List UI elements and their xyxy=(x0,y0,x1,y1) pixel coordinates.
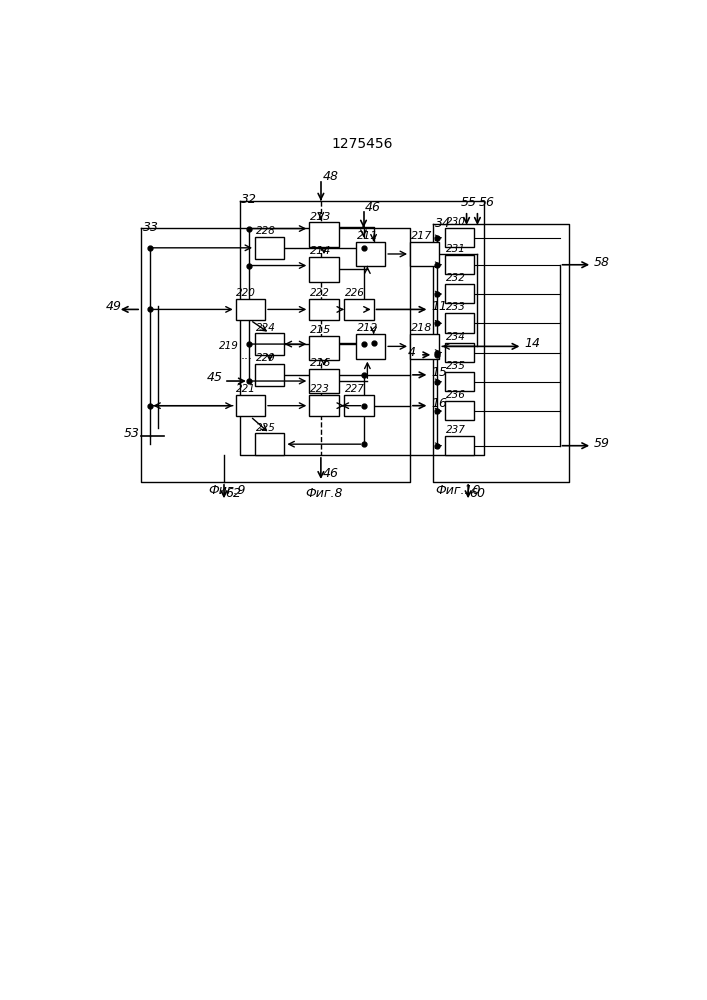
Bar xyxy=(255,333,284,355)
Text: 213: 213 xyxy=(310,212,332,222)
Bar xyxy=(445,436,474,455)
Text: 219: 219 xyxy=(218,341,238,351)
Bar xyxy=(309,395,339,416)
Bar xyxy=(309,369,339,393)
Bar xyxy=(344,395,373,416)
Bar xyxy=(344,299,373,320)
Text: 236: 236 xyxy=(446,390,467,400)
Text: ...: ... xyxy=(241,349,253,362)
Text: 59: 59 xyxy=(594,437,609,450)
Text: 231: 231 xyxy=(446,244,467,254)
Text: 32: 32 xyxy=(241,193,257,206)
Text: 232: 232 xyxy=(446,273,467,283)
Bar xyxy=(235,395,265,416)
Text: 235: 235 xyxy=(446,361,467,371)
Text: 221: 221 xyxy=(236,384,256,394)
Text: 49: 49 xyxy=(106,300,122,313)
Bar xyxy=(255,237,284,259)
Text: 4: 4 xyxy=(408,346,416,359)
Text: Фиг.9: Фиг.9 xyxy=(209,484,246,497)
Text: 216: 216 xyxy=(310,358,332,368)
Text: 233: 233 xyxy=(446,302,467,312)
Text: 46: 46 xyxy=(323,467,339,480)
Text: 227: 227 xyxy=(345,384,365,394)
Text: 212: 212 xyxy=(356,323,378,333)
Text: 215: 215 xyxy=(310,325,332,335)
Text: 55: 55 xyxy=(460,196,477,209)
Text: 11: 11 xyxy=(431,300,447,313)
Bar xyxy=(255,433,284,455)
Text: 45: 45 xyxy=(207,371,223,384)
Text: 234: 234 xyxy=(446,332,467,342)
Bar xyxy=(445,372,474,391)
Text: 56: 56 xyxy=(479,196,495,209)
Bar xyxy=(445,255,474,274)
Text: 222: 222 xyxy=(310,288,330,298)
Text: 62: 62 xyxy=(226,487,242,500)
Bar xyxy=(410,242,440,266)
Text: 1275456: 1275456 xyxy=(331,137,392,151)
Text: 224: 224 xyxy=(256,323,276,333)
Text: 228: 228 xyxy=(256,226,276,236)
Text: 58: 58 xyxy=(594,256,609,269)
Text: Фиг.8: Фиг.8 xyxy=(305,487,343,500)
Text: 237: 237 xyxy=(446,425,467,435)
Text: 60: 60 xyxy=(469,487,486,500)
Bar xyxy=(445,313,474,333)
Bar xyxy=(356,242,385,266)
Bar xyxy=(309,222,339,247)
Bar xyxy=(235,299,265,320)
Text: 217: 217 xyxy=(411,231,432,241)
Text: 15: 15 xyxy=(431,366,447,379)
Text: 223: 223 xyxy=(310,384,330,394)
Bar xyxy=(309,257,339,282)
Text: 16: 16 xyxy=(431,397,447,410)
Bar xyxy=(445,343,474,362)
Text: 225: 225 xyxy=(256,423,276,433)
Bar xyxy=(445,228,474,247)
Bar xyxy=(255,364,284,386)
Text: 33: 33 xyxy=(143,221,158,234)
Text: 211: 211 xyxy=(356,231,378,241)
Text: 220: 220 xyxy=(236,288,256,298)
Text: 229: 229 xyxy=(256,353,276,363)
Text: 226: 226 xyxy=(345,288,365,298)
Text: 34: 34 xyxy=(435,217,451,230)
Bar xyxy=(309,299,339,320)
Text: 218: 218 xyxy=(411,323,432,333)
Bar xyxy=(309,336,339,360)
Bar xyxy=(445,401,474,420)
Text: Фиг.10: Фиг.10 xyxy=(436,484,481,497)
Text: 230: 230 xyxy=(446,217,467,227)
Text: 48: 48 xyxy=(323,170,339,183)
Bar xyxy=(356,334,385,359)
Text: 53: 53 xyxy=(124,427,140,440)
Text: 214: 214 xyxy=(310,246,332,256)
Bar xyxy=(410,334,440,359)
Text: 14: 14 xyxy=(524,337,540,350)
Bar xyxy=(445,284,474,303)
Text: 46: 46 xyxy=(365,201,381,214)
